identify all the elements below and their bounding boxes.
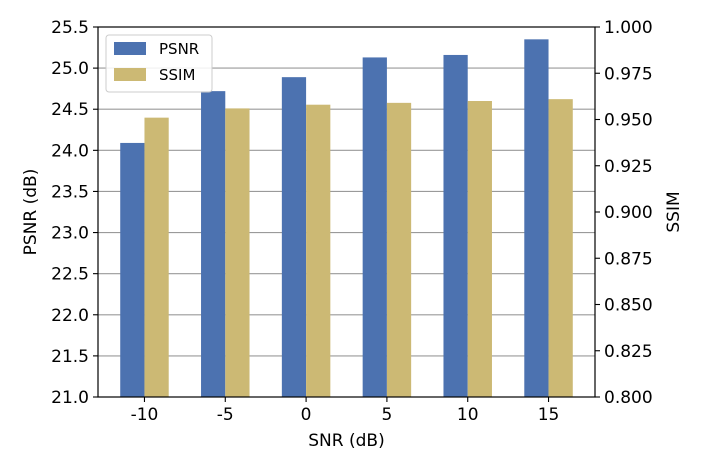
left-tick-label: 23.0 bbox=[51, 224, 89, 244]
bar-psnr bbox=[524, 39, 549, 397]
bar-ssim bbox=[306, 104, 331, 397]
right-tick-label: 0.800 bbox=[604, 388, 653, 408]
legend-label: SSIM bbox=[159, 66, 195, 84]
bar-psnr bbox=[120, 142, 145, 397]
x-tick-label: 10 bbox=[457, 405, 479, 425]
left-tick-label: 21.5 bbox=[51, 347, 89, 367]
x-tick-label: 15 bbox=[538, 405, 560, 425]
legend-swatch bbox=[114, 68, 146, 81]
x-axis-label: SNR (dB) bbox=[308, 431, 384, 451]
right-tick-label: 1.000 bbox=[604, 18, 653, 38]
right-tick-label: 0.975 bbox=[604, 64, 653, 84]
legend-label: PSNR bbox=[159, 40, 199, 58]
bar-psnr bbox=[443, 54, 468, 397]
x-tick-label: 0 bbox=[301, 405, 312, 425]
x-axis: -10 -5 0 5 10 15 bbox=[131, 397, 560, 425]
bar-ssim bbox=[548, 99, 573, 398]
right-tick-label: 0.900 bbox=[604, 203, 653, 223]
bar-ssim bbox=[467, 101, 492, 397]
bar-ssim bbox=[225, 108, 250, 398]
left-tick-label: 24.0 bbox=[51, 141, 89, 161]
legend: PSNR SSIM bbox=[105, 34, 213, 93]
bar-psnr bbox=[362, 57, 387, 398]
x-tick-label: -10 bbox=[131, 405, 159, 425]
left-tick-label: 23.5 bbox=[51, 182, 89, 202]
left-tick-label: 24.5 bbox=[51, 100, 89, 120]
left-y-axis-label: PSNR (dB) bbox=[21, 169, 41, 256]
left-tick-label: 22.0 bbox=[51, 306, 89, 326]
right-tick-label: 0.925 bbox=[604, 157, 653, 177]
bars bbox=[120, 39, 573, 398]
bar-psnr bbox=[201, 91, 226, 397]
right-tick-label: 0.850 bbox=[604, 296, 653, 316]
bar-psnr bbox=[281, 77, 307, 398]
right-tick-label: 0.825 bbox=[604, 342, 653, 362]
left-tick-label: 25.5 bbox=[51, 18, 89, 38]
left-tick-label: 25.0 bbox=[51, 59, 89, 79]
right-y-axis: 0.800 0.825 0.850 0.875 0.900 0.925 0.950 0.975… bbox=[595, 18, 653, 408]
x-tick-label: -5 bbox=[217, 405, 234, 425]
right-tick-label: 0.875 bbox=[604, 249, 653, 269]
left-tick-label: 21.0 bbox=[51, 388, 89, 408]
legend-swatch bbox=[114, 42, 146, 55]
bar-ssim bbox=[144, 117, 169, 398]
left-y-axis: 21.0 21.5 22.0 22.5 23.0 23.5 24.0 24.5 25.0 25.5 bbox=[51, 18, 98, 408]
left-tick-label: 22.5 bbox=[51, 265, 89, 285]
bar-ssim bbox=[386, 102, 412, 397]
right-y-axis-label: SSIM bbox=[664, 191, 684, 232]
x-tick-label: 5 bbox=[381, 405, 392, 425]
right-tick-label: 0.950 bbox=[604, 111, 653, 131]
